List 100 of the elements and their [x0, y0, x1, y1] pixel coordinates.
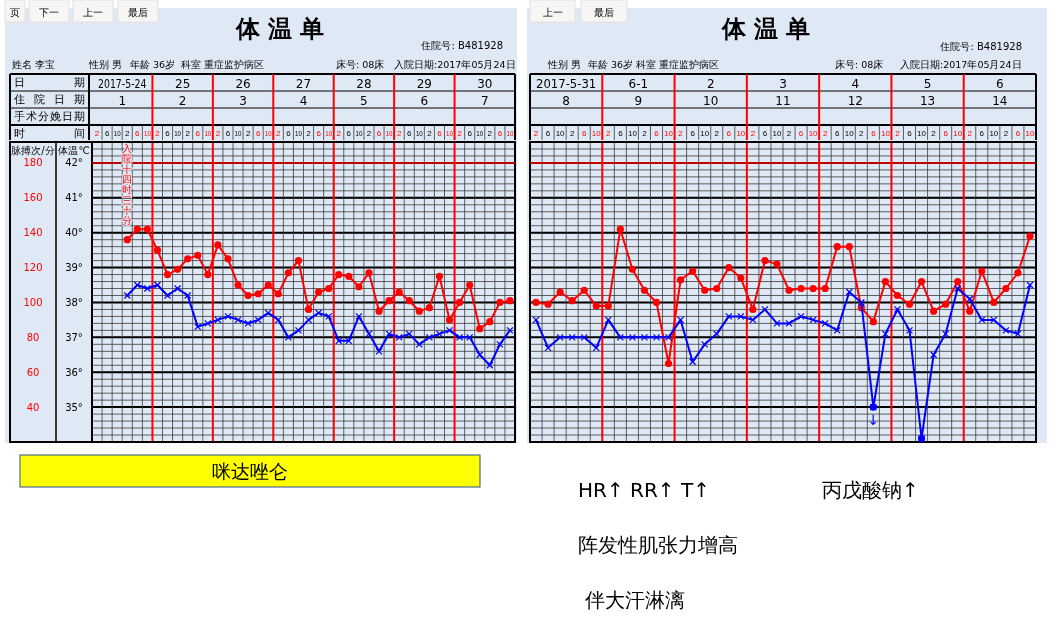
x-tick-label: 6 [195, 129, 201, 138]
x-tick-label: 10 [385, 129, 395, 138]
x-tick-label: 10 [880, 129, 891, 138]
text: 性别 男 [547, 58, 582, 70]
text: 13 [919, 93, 936, 108]
x-tick-label: 10 [506, 129, 516, 138]
text: 住院日期 [14, 93, 85, 106]
text: 28 [356, 76, 372, 91]
x-tick-label: 2 [306, 129, 312, 138]
text: 3 [779, 76, 787, 91]
text: HR↑ RR↑ T↑ [578, 478, 710, 502]
chart-subtitle: 住院号: B481928 [940, 40, 1022, 52]
x-tick-label: 6 [943, 129, 949, 138]
y2-tick-label: 100 [23, 296, 43, 308]
text: 6 [996, 76, 1004, 91]
x-tick-label: 6 [497, 129, 503, 138]
text: 最后 [594, 6, 614, 18]
y-tick-label: 38° [65, 296, 83, 308]
x-tick-label: 6 [437, 129, 443, 138]
text: 14 [992, 93, 1008, 108]
text: 丙戊酸钠↑ [822, 478, 919, 502]
x-tick-label: 2 [786, 129, 792, 138]
y-tick-label: 42° [65, 157, 83, 169]
text: 30 [477, 76, 493, 91]
x-tick-label: 2 [427, 129, 433, 138]
x-tick-label: 2 [457, 129, 463, 138]
x-tick-label: 6 [376, 129, 382, 138]
y2-tick-label: 40 [26, 401, 40, 413]
x-tick-label: 10 [772, 129, 782, 138]
x-tick-label: 10 [143, 129, 153, 138]
text: 6-1 [628, 76, 649, 91]
x-tick-label: 6 [907, 129, 913, 138]
y-tick-label: 39° [65, 262, 83, 274]
chart-subtitle: 住院号: B481928 [421, 39, 503, 51]
x-tick-label: 6 [1015, 129, 1021, 138]
y-tick-label: 40° [65, 227, 83, 239]
x-tick-label: 2 [396, 129, 402, 138]
text: 8 [562, 93, 570, 108]
text: 7 [480, 93, 489, 108]
x-tick-label: 10 [204, 129, 214, 138]
x-tick-label: 2 [606, 129, 612, 138]
x-tick-label: 6 [346, 129, 352, 138]
x-tick-label: 6 [316, 129, 322, 138]
y-axis-title: 体温℃ [58, 144, 90, 156]
x-tick-label: 2 [642, 129, 648, 138]
y2-tick-label: 140 [23, 227, 43, 239]
x-tick-label: 2 [750, 129, 756, 138]
x-tick-label: 6 [871, 129, 877, 138]
x-tick-label: 10 [700, 129, 710, 138]
x-tick-label: 6 [165, 129, 171, 138]
text: 29 [416, 76, 432, 91]
text: 入院日期:2017年05月24日 [394, 58, 516, 70]
x-tick-label: 6 [135, 129, 141, 138]
y-tick-label: 35° [65, 401, 83, 413]
x-tick-label: 2 [895, 129, 901, 138]
x-tick-label: 6 [286, 129, 292, 138]
text: 9 [634, 93, 643, 108]
y-tick-label: 36° [65, 366, 83, 378]
text: 页 [10, 6, 20, 18]
x-tick-label: 6 [762, 129, 768, 138]
text: 上一 [542, 6, 563, 18]
text: 27 [295, 76, 312, 91]
x-tick-label: 2 [678, 129, 684, 138]
text: 2 [706, 76, 715, 91]
x-tick-label: 2 [1003, 129, 1009, 138]
x-tick-label: 10 [989, 129, 999, 138]
x-tick-label: 2 [245, 129, 251, 138]
text: 手术分娩日期 [14, 110, 85, 123]
x-tick-label: 2 [94, 129, 100, 138]
x-tick-label: 6 [581, 129, 587, 138]
text: 床号: 08床 [835, 58, 884, 70]
x-tick-label: 2 [276, 129, 282, 138]
x-tick-label: 2 [822, 129, 828, 138]
text: 日期 [14, 76, 85, 89]
text: 伴大汗淋漓 [585, 588, 685, 612]
x-tick-label: 6 [690, 129, 696, 138]
text: 性别 男 [88, 58, 123, 70]
text: 10 [703, 93, 719, 108]
x-tick-label: 2 [336, 129, 342, 138]
x-tick-label: 2 [859, 129, 865, 138]
x-tick-label: 10 [917, 129, 927, 138]
x-tick-label: 10 [295, 129, 304, 138]
text: 4 [851, 76, 860, 91]
x-tick-label: 10 [736, 129, 746, 138]
y2-tick-label: 160 [23, 192, 43, 204]
text: 2017-5-24 [98, 76, 161, 91]
text: 科室 重症监护病区 [181, 58, 265, 70]
text: 3 [239, 93, 247, 108]
x-tick-label: 10 [476, 129, 486, 138]
x-tick-label: 2 [714, 129, 720, 138]
x-tick-label: 6 [545, 129, 551, 138]
y2-tick-label: 180 [23, 157, 43, 169]
x-tick-label: 10 [174, 129, 184, 138]
chart-title: 体 温 单 [234, 13, 325, 43]
x-tick-label: 10 [808, 129, 819, 138]
x-tick-label: 10 [627, 129, 638, 138]
x-tick-label: 6 [407, 129, 413, 138]
x-tick-label: 2 [125, 129, 131, 138]
text: 25 [175, 76, 191, 91]
x-tick-label: 2 [931, 129, 937, 138]
